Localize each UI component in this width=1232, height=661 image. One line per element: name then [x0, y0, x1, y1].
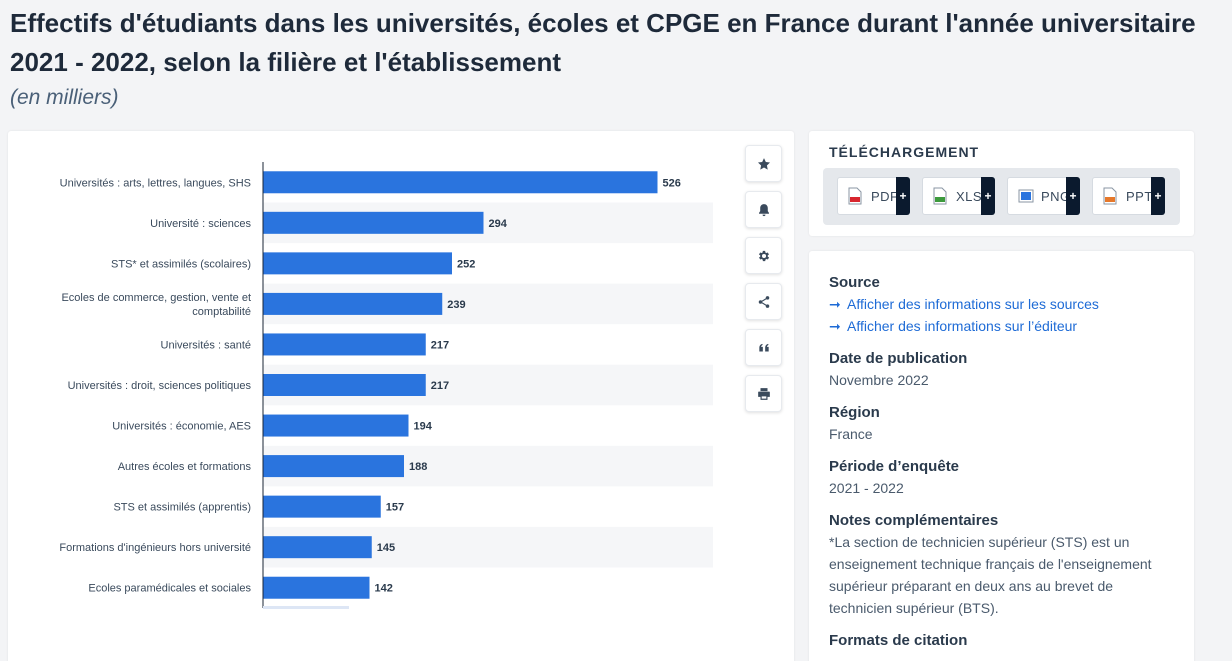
ppt-file-icon — [1103, 187, 1117, 205]
region-value: France — [829, 426, 873, 442]
publication-date-section: Date de publication Novembre 2022 — [829, 349, 1179, 391]
pdf-file-icon — [848, 187, 862, 205]
citation-formats-heading: Formats de citation — [829, 632, 968, 649]
download-card: TÉLÉCHARGEMENT PDF + XLS + PNG + PPT + — [809, 131, 1194, 236]
notification-button[interactable] — [745, 191, 782, 228]
settings-button[interactable] — [745, 237, 782, 274]
bar — [263, 455, 404, 478]
bar — [263, 495, 381, 518]
download-ppt-label: PPT — [1126, 188, 1153, 204]
print-button[interactable] — [745, 375, 782, 412]
download-buttons: PDF + XLS + PNG + PPT + — [823, 168, 1180, 225]
plus-icon: + — [896, 177, 910, 215]
share-button[interactable] — [745, 283, 782, 320]
data-label: 294 — [489, 218, 508, 230]
citation-formats-section: Formats de citation — [829, 631, 1179, 651]
source-section: Source ➞ Afficher des informations sur le… — [829, 273, 1179, 337]
category-label: STS* et assimilés (scolaires) — [111, 258, 251, 270]
info-card: Source ➞ Afficher des informations sur le… — [809, 251, 1194, 661]
png-file-icon — [1018, 187, 1034, 205]
notes-section: Notes complémentaires *La section de tec… — [829, 511, 1179, 619]
xls-file-icon — [933, 187, 947, 205]
quote-icon — [758, 343, 769, 351]
arrow-right-icon: ➞ — [829, 296, 841, 312]
plus-icon: + — [1151, 177, 1165, 215]
download-heading: TÉLÉCHARGEMENT — [829, 144, 980, 160]
arrow-right-icon: ➞ — [829, 318, 841, 334]
bar — [263, 252, 452, 275]
favorite-button[interactable] — [745, 145, 782, 182]
data-label: 217 — [431, 339, 449, 351]
data-label: 188 — [409, 461, 427, 473]
data-label: 252 — [457, 258, 475, 270]
data-label: 142 — [375, 583, 393, 595]
survey-period-section: Période d’enquête 2021 - 2022 — [829, 457, 1179, 499]
page-title: Effectifs d'étudiants dans les universit… — [10, 8, 1196, 77]
category-label: Formations d'ingénieurs hors université — [59, 542, 251, 554]
bar — [263, 333, 426, 356]
star-icon — [757, 157, 770, 170]
data-label: 157 — [386, 502, 404, 514]
page-subtitle: (en milliers) — [10, 86, 119, 109]
publication-date-heading: Date de publication — [829, 350, 968, 367]
source-heading: Source — [829, 274, 880, 291]
download-png-button[interactable]: PNG + — [1007, 177, 1080, 215]
title-block: Effectifs d'étudiants dans les universit… — [10, 4, 1210, 110]
source-info-link[interactable]: ➞ Afficher des informations sur les sourc… — [829, 293, 1179, 315]
category-label: Universités : droit, sciences politiques — [68, 380, 252, 392]
survey-period-value: 2021 - 2022 — [829, 480, 904, 496]
download-xls-button[interactable]: XLS + — [922, 177, 995, 215]
publisher-info-link[interactable]: ➞ Afficher des informations sur l’éditeur — [829, 315, 1179, 337]
region-section: Région France — [829, 403, 1179, 445]
bar — [263, 576, 370, 599]
bar — [263, 374, 426, 396]
download-pdf-label: PDF — [871, 188, 899, 204]
category-label: Université : sciences — [150, 218, 251, 230]
category-label: STS et assimilés (apprentis) — [113, 502, 251, 514]
cite-button[interactable] — [745, 329, 782, 366]
region-heading: Région — [829, 404, 880, 421]
share-icon — [758, 295, 769, 308]
notes-value: *La section de technicien supérieur (STS… — [829, 534, 1152, 616]
bar-chart: 526 Universités : arts, lettres, langues,… — [59, 162, 713, 609]
category-label: Ecoles paramédicales et sociales — [88, 583, 251, 595]
publication-date-value: Novembre 2022 — [829, 372, 929, 388]
bell-icon — [758, 203, 769, 216]
scrollbar-track — [263, 606, 349, 609]
gear-icon — [758, 250, 769, 261]
data-label: 194 — [414, 421, 433, 433]
category-label: Ecoles de commerce, gestion, vente et com… — [61, 292, 251, 318]
chart-card: 526 Universités : arts, lettres, langues,… — [8, 131, 794, 661]
notes-heading: Notes complémentaires — [829, 512, 999, 529]
plus-icon: + — [981, 177, 995, 215]
print-icon — [757, 387, 770, 400]
category-label: Autres écoles et formations — [118, 461, 252, 473]
data-label: 239 — [447, 299, 465, 311]
download-png-label: PNG — [1041, 188, 1071, 204]
download-xls-label: XLS — [956, 188, 983, 204]
plus-icon: + — [1066, 177, 1080, 215]
bar — [263, 536, 372, 559]
download-pdf-button[interactable]: PDF + — [837, 177, 910, 215]
data-label: 526 — [663, 177, 681, 189]
bar — [263, 211, 484, 234]
category-label: Universités : économie, AES — [112, 421, 251, 433]
bar — [263, 414, 409, 437]
download-ppt-button[interactable]: PPT + — [1092, 177, 1165, 215]
category-label: Universités : arts, lettres, langues, SH… — [60, 177, 251, 189]
bar — [263, 292, 443, 315]
bar — [263, 171, 658, 194]
survey-period-heading: Période d’enquête — [829, 458, 960, 475]
data-label: 145 — [377, 542, 395, 554]
data-label: 217 — [431, 380, 449, 392]
category-label: Universités : santé — [161, 339, 251, 351]
